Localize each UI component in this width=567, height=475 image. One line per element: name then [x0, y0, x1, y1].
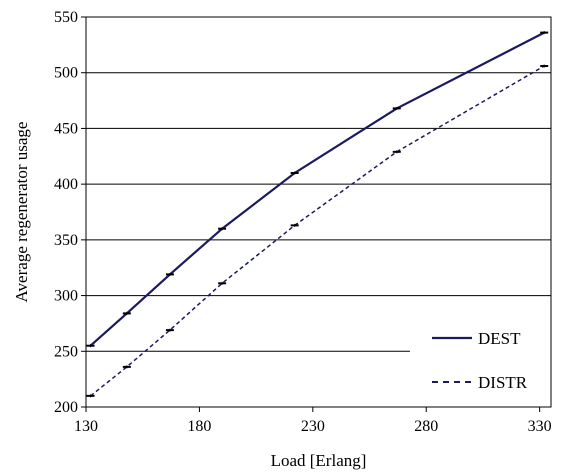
- legend: DEST DISTR: [432, 329, 528, 392]
- y-tick-label: 450: [54, 120, 78, 137]
- y-axis: 200 250 300 350 400 450 500 550: [54, 9, 86, 416]
- y-tick-label: 350: [54, 232, 78, 249]
- y-axis-title: Average regenerator usage: [12, 122, 31, 303]
- x-tick-label: 180: [187, 418, 211, 435]
- legend-label-distr: DISTR: [478, 373, 528, 392]
- y-tick-label: 200: [54, 399, 78, 416]
- y-tick-label: 300: [54, 288, 78, 305]
- x-tick-label: 230: [301, 418, 325, 435]
- legend-label-dest: DEST: [478, 329, 521, 348]
- y-tick-label: 550: [54, 9, 78, 26]
- gridlines: [86, 72, 551, 352]
- y-tick-label: 250: [54, 343, 78, 360]
- x-tick-label: 330: [528, 418, 552, 435]
- plot-area: [85, 16, 552, 408]
- series-layer: [86, 31, 549, 398]
- x-tick-label: 280: [414, 418, 438, 435]
- y-tick-label: 500: [54, 65, 78, 82]
- x-tick-label: 130: [74, 418, 98, 435]
- x-axis-title: Load [Erlang]: [271, 451, 367, 470]
- x-axis: 130 180 230 280 330: [74, 407, 552, 435]
- y-tick-label: 400: [54, 176, 78, 193]
